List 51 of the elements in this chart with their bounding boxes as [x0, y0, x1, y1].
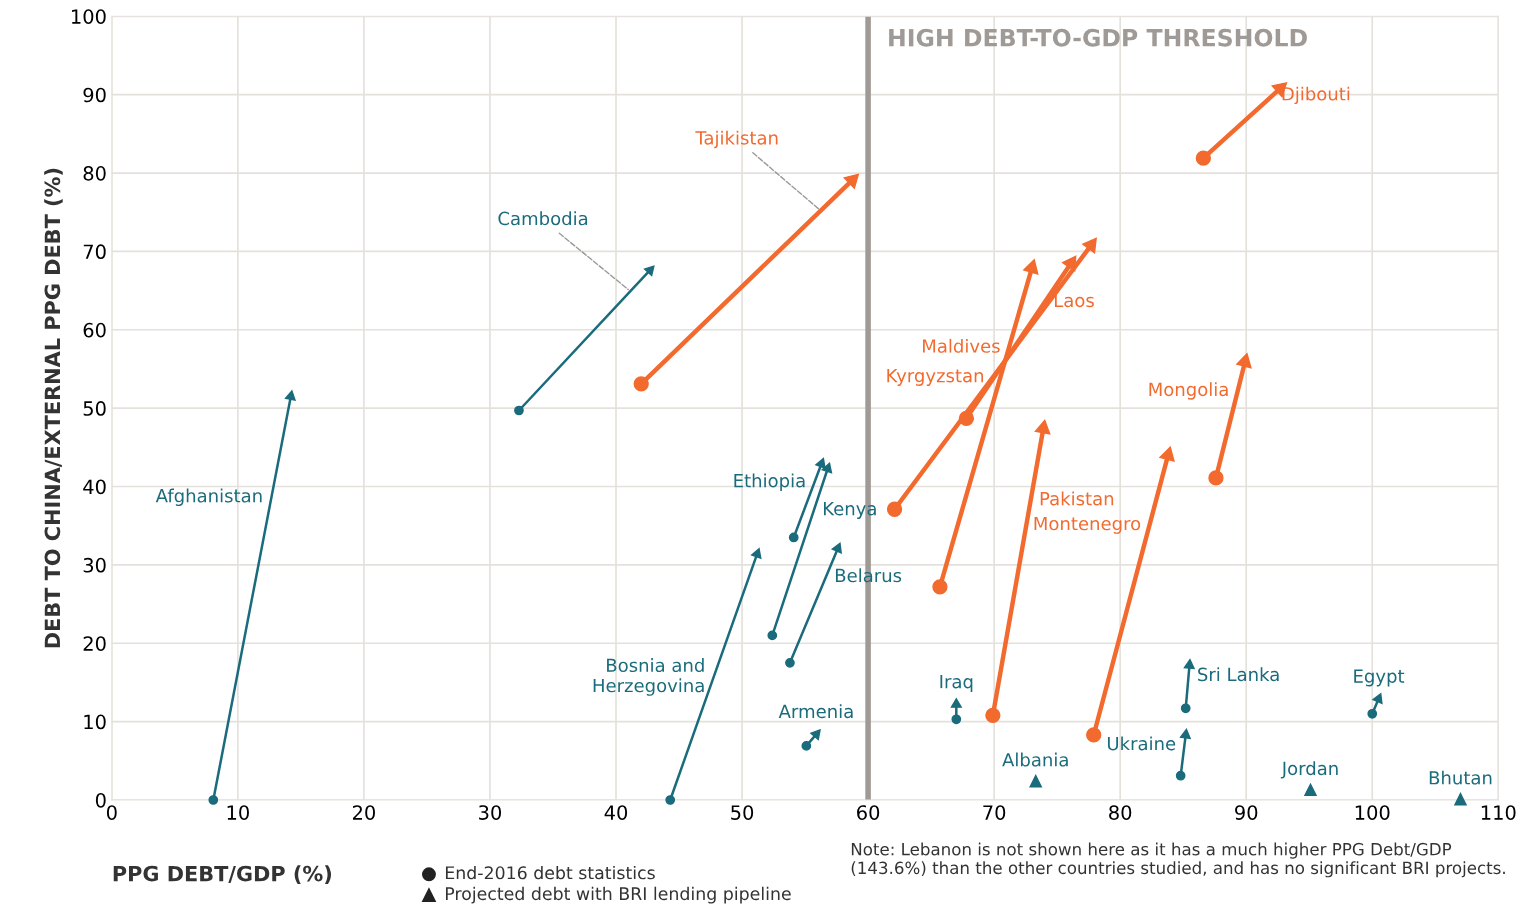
series-label: Laos: [1054, 293, 1094, 308]
y-tick-label: 100: [72, 9, 106, 24]
series-label: Afghanistan: [155, 488, 262, 507]
text: End-2016 debt statistics: [445, 865, 655, 880]
series-label: Kyrgyzstan: [887, 369, 983, 386]
series-label: Ethiopia: [734, 473, 805, 491]
x-tick-label: 50: [731, 805, 754, 820]
x-tick-label: 10: [227, 805, 249, 820]
series-label: Iraq: [940, 674, 973, 692]
x-tick-label: 80: [1109, 805, 1132, 820]
text: Projected debt with BRI lending pipeline: [445, 886, 791, 904]
x-axis-title: PPG DEBT/GDP (%): [113, 865, 331, 884]
y-tick-label: 90: [83, 87, 106, 103]
x-tick-label: 60: [857, 805, 880, 820]
y-tick-label: 20: [83, 636, 106, 651]
y-tick-label: 40: [83, 479, 106, 495]
x-tick-label: 20: [352, 805, 375, 820]
y-tick-label: 80: [83, 166, 106, 181]
series-label: Albania: [1002, 752, 1068, 767]
series-label: Pakistan: [1040, 491, 1114, 506]
series-label: Ukraine: [1107, 736, 1176, 751]
y-tick-label: 10: [84, 714, 106, 730]
y-tick-label: 50: [83, 401, 106, 416]
series-label: Montenegro: [1034, 516, 1141, 534]
text: Note: Lebanon is not shown here as it has a much higher PPG Debt/GDP (143.6%) than the other countries studied, and has no significant BRI projects.: [851, 842, 1505, 878]
series-label: Jordan: [1280, 761, 1338, 779]
series-label: Djibouti: [1282, 86, 1350, 105]
x-tick-label: 110: [1481, 805, 1516, 820]
y-tick-label: 30: [83, 557, 106, 573]
x-tick-label: 30: [479, 805, 502, 820]
series-label: Bosnia and Herzegovina: [593, 658, 704, 696]
series-label: Maldives: [923, 338, 1000, 353]
series-label: Belarus: [835, 568, 902, 583]
x-tick-label: 100: [1355, 805, 1390, 820]
x-tick-label: 40: [604, 805, 628, 820]
x-tick-label: 70: [983, 805, 1006, 820]
y-tick-label: 70: [83, 244, 106, 260]
series-label: Egypt: [1354, 669, 1405, 687]
x-tick-label: 90: [1235, 805, 1258, 820]
y-tick-label: 0: [95, 792, 106, 808]
ref-line-label: HIGH DEBT-TO-GDP THRESHOLD: [889, 28, 1307, 47]
series-label: Mongolia: [1149, 382, 1228, 400]
series-label: Kenya: [823, 502, 876, 519]
series-label: Sri Lanka: [1198, 667, 1279, 682]
x-tick-label: 0: [106, 805, 117, 820]
y-tick-label: 60: [83, 322, 106, 338]
series-label: Armenia: [778, 704, 853, 719]
series-label: Bhutan: [1429, 770, 1492, 785]
y-axis-title: DEBT TO CHINA/EXTERNAL PPG DEBT (%): [44, 168, 63, 648]
text: Tajikistan: [695, 130, 778, 149]
text: Cambodia: [498, 211, 588, 226]
